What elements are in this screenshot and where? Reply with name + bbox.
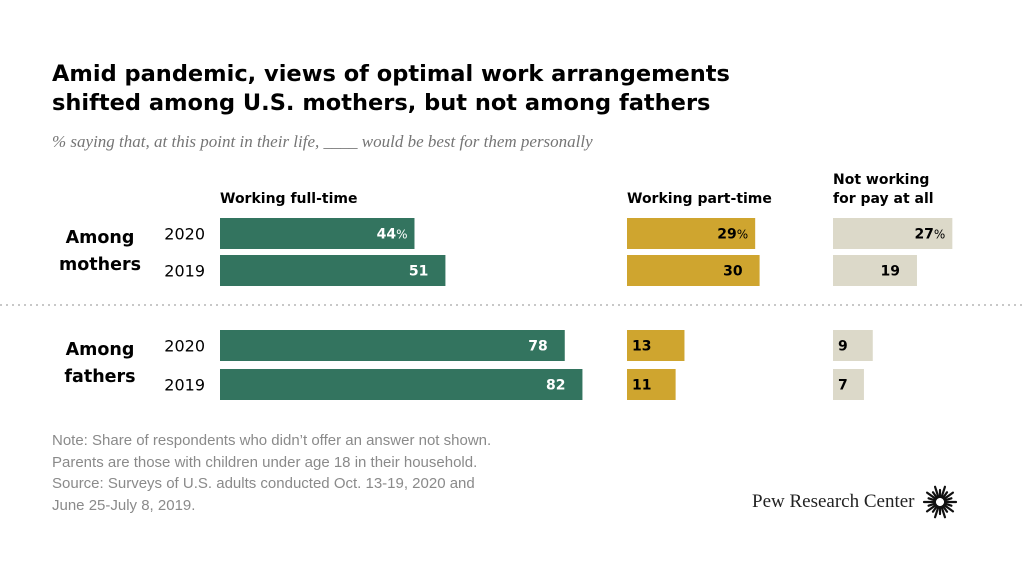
bar-working-full-time-3 <box>220 369 583 400</box>
year-label-among-mothers-2020: 2020 <box>164 225 205 244</box>
sunburst-ray <box>933 485 940 499</box>
value-label-working-part-time-3: 11 <box>632 378 651 394</box>
group-label-among-mothers-line-1: Among <box>66 228 135 248</box>
logo-text: Pew Research Center <box>752 491 915 512</box>
column-header-not-working-for-pay-at-all-line-2: for pay at all <box>833 191 934 207</box>
value-label-working-part-time-0: 29% <box>717 227 748 243</box>
value-label-not-working-for-pay-at-all-3: 7 <box>838 378 848 394</box>
bar-working-full-time-0 <box>220 218 415 249</box>
value-label-not-working-for-pay-at-all-1: 19 <box>880 264 899 280</box>
note-line-4: June 25-July 8, 2019. <box>52 496 196 514</box>
sunburst-ray <box>933 505 940 519</box>
value-label-working-full-time-0: 44% <box>377 227 408 243</box>
bar-working-part-time-2 <box>627 330 685 361</box>
sunburst-ray <box>926 502 936 507</box>
sunburst-ray <box>942 503 954 513</box>
sunburst-ray <box>943 502 953 507</box>
value-label-not-working-for-pay-at-all-2: 9 <box>838 339 848 355</box>
value-label-working-full-time-1: 51 <box>409 264 428 280</box>
bar-working-part-time-1 <box>627 255 760 286</box>
chart-subtitle: % saying that, at this point in their li… <box>52 132 593 151</box>
sunburst-ray <box>931 504 938 513</box>
bar-working-part-time-0 <box>627 218 756 249</box>
bar-not-working-for-pay-at-all-2 <box>833 330 873 361</box>
value-label-not-working-for-pay-at-all-0: 27% <box>914 227 945 243</box>
sunburst-ray <box>925 503 937 513</box>
sunburst-ray <box>931 491 938 500</box>
sunburst-ray <box>939 485 946 499</box>
group-label-among-mothers-line-2: mothers <box>59 255 141 275</box>
sunburst-ray <box>943 497 953 502</box>
bar-working-full-time-1 <box>220 255 446 286</box>
column-header-working-part-time-line-1: Working part-time <box>627 191 772 207</box>
bar-working-full-time-2 <box>220 330 565 361</box>
column-header-not-working-for-pay-at-all-line-1: Not working <box>833 172 929 188</box>
note-line-2: Parents are those with children under ag… <box>52 453 478 471</box>
year-label-among-mothers-2019: 2019 <box>164 262 205 281</box>
sunburst-ray <box>939 505 946 519</box>
sunburst-ray <box>941 491 948 500</box>
sunburst-ray <box>942 491 954 501</box>
column-header-working-full-time-line-1: Working full-time <box>220 191 357 207</box>
value-label-working-full-time-2: 78 <box>528 339 547 355</box>
year-label-among-fathers-2019: 2019 <box>164 376 205 395</box>
year-label-among-fathers-2020: 2020 <box>164 337 205 356</box>
value-label-working-part-time-1: 30 <box>723 264 743 280</box>
pew-sunburst-icon <box>922 485 957 519</box>
chart-title-line-1: Amid pandemic, views of optimal work arr… <box>52 61 730 87</box>
bar-not-working-for-pay-at-all-0 <box>833 218 953 249</box>
chart-title-line-2: shifted among U.S. mothers, but not amon… <box>52 90 711 116</box>
group-label-among-fathers-line-1: Among <box>66 340 135 360</box>
note-line-1: Note: Share of respondents who didn’t of… <box>52 432 492 449</box>
bar-working-part-time-3 <box>627 369 676 400</box>
chart-note: Note: Share of respondents who didn’t of… <box>52 430 491 516</box>
value-label-working-full-time-3: 82 <box>546 378 565 394</box>
note-line-3: Source: Surveys of U.S. adults conducted… <box>52 475 475 492</box>
pew-logo: Pew Research Center <box>752 484 958 520</box>
bar-not-working-for-pay-at-all-1 <box>833 255 917 286</box>
sunburst-ray <box>926 497 936 502</box>
sunburst-ray <box>925 491 937 501</box>
group-label-among-fathers-line-2: fathers <box>64 367 135 387</box>
bar-not-working-for-pay-at-all-3 <box>833 369 864 400</box>
value-label-working-part-time-2: 13 <box>632 339 651 355</box>
sunburst-ray <box>941 504 948 513</box>
chart-title: Amid pandemic, views of optimal work arr… <box>52 60 852 118</box>
